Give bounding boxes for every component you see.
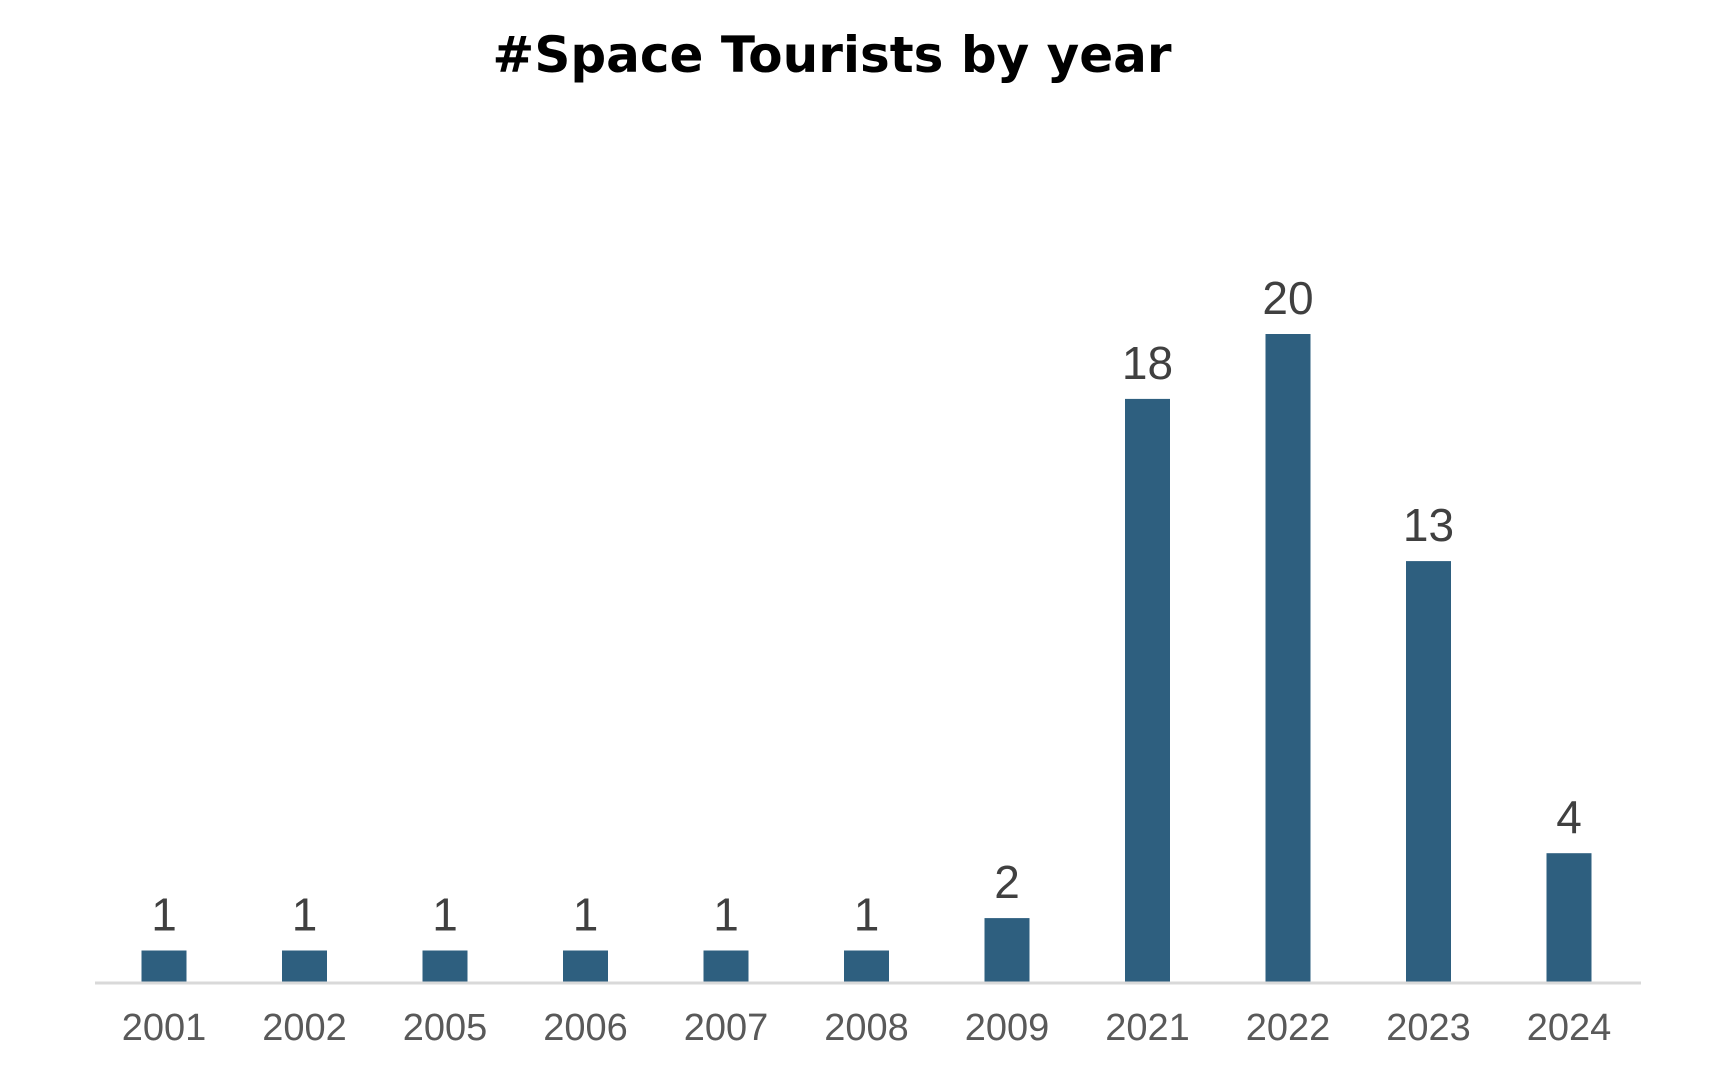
x-tick-label-2007: 2007 (684, 1007, 769, 1049)
data-label-2021: 18 (1122, 337, 1173, 389)
chart-title: #Space Tourists by year (492, 26, 1171, 84)
data-label-2007: 1 (713, 889, 739, 941)
data-label-2022: 20 (1262, 272, 1313, 324)
data-labels-group: 1 1 1 1 1 1 2 18 20 13 4 (151, 272, 1582, 941)
x-tick-label-2021: 2021 (1105, 1007, 1190, 1049)
x-tick-label-2009: 2009 (965, 1007, 1050, 1049)
data-label-2023: 13 (1403, 499, 1454, 551)
x-tick-label-2002: 2002 (262, 1007, 347, 1049)
bar-2009 (984, 918, 1030, 983)
data-label-2005: 1 (432, 889, 458, 941)
bar-2002 (282, 950, 327, 983)
x-axis-ticks-group: 2001 2002 2005 2006 2007 2008 2009 2021 2022 2023… (122, 1007, 1612, 1049)
data-label-2009: 2 (994, 856, 1020, 908)
x-tick-label-2005: 2005 (403, 1007, 488, 1049)
x-tick-label-2001: 2001 (122, 1007, 207, 1049)
data-label-2006: 1 (573, 889, 599, 941)
x-tick-label-2008: 2008 (824, 1007, 909, 1049)
data-label-2002: 1 (292, 889, 318, 941)
x-tick-label-2006: 2006 (543, 1007, 628, 1049)
bars-group (141, 334, 1592, 983)
bar-2023 (1406, 561, 1451, 983)
x-tick-label-2024: 2024 (1527, 1007, 1612, 1049)
bar-2022 (1265, 334, 1311, 983)
x-tick-label-2022: 2022 (1246, 1007, 1331, 1049)
bar-2021 (1125, 398, 1170, 983)
data-label-2024: 4 (1556, 791, 1582, 843)
x-tick-label-2023: 2023 (1386, 1007, 1471, 1049)
bar-2001 (141, 950, 187, 983)
bar-2007 (703, 950, 749, 983)
data-label-2001: 1 (151, 889, 177, 941)
bar-2008 (844, 950, 889, 983)
bar-2005 (422, 950, 468, 983)
bar-2006 (563, 950, 608, 983)
data-label-2008: 1 (854, 889, 880, 941)
bar-2024 (1546, 853, 1592, 983)
